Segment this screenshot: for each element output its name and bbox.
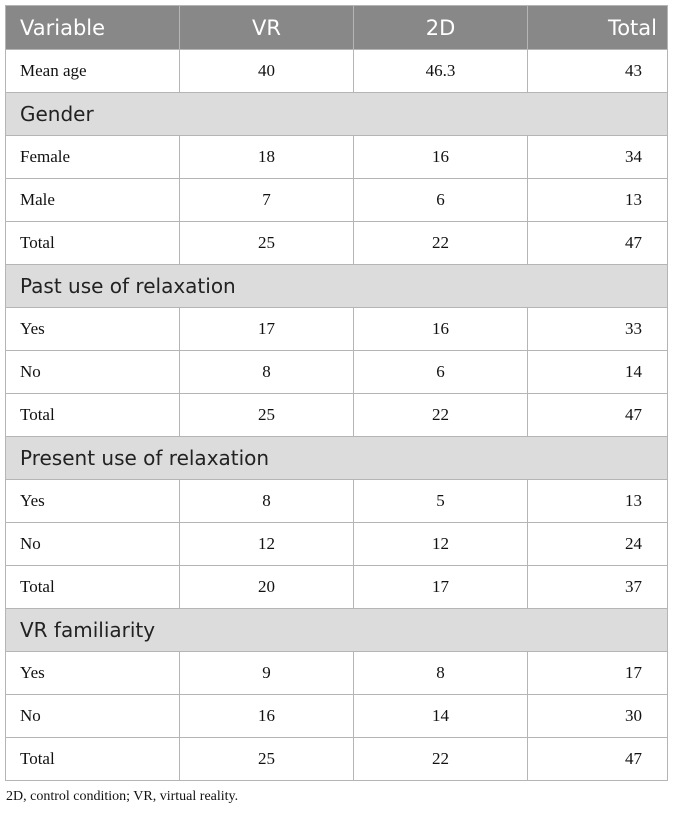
vr-value-cell: 9: [179, 651, 354, 695]
row-label-cell: Female: [5, 135, 180, 179]
vr-value-cell: 7: [179, 178, 354, 222]
table-row: No 16 14 30: [5, 694, 668, 738]
2d-value-cell: 16: [353, 135, 528, 179]
row-label-cell: Total: [5, 737, 180, 781]
table-row: Yes 8 5 13: [5, 479, 668, 523]
2d-value-cell: 12: [353, 522, 528, 566]
2d-value-cell: 22: [353, 393, 528, 437]
2d-value-cell: 16: [353, 307, 528, 351]
vr-value-cell: 17: [179, 307, 354, 351]
header-vr: VR: [179, 5, 354, 50]
section-header-row: Past use of relaxation: [5, 264, 668, 308]
row-label-cell: Total: [5, 565, 180, 609]
vr-value-cell: 16: [179, 694, 354, 738]
total-value-cell: 30: [527, 694, 668, 738]
row-label-cell: Male: [5, 178, 180, 222]
vr-value-cell: 8: [179, 350, 354, 394]
2d-value-cell: 46.3: [353, 49, 528, 93]
vr-value-cell: 18: [179, 135, 354, 179]
vr-value-cell: 40: [179, 49, 354, 93]
2d-value-cell: 8: [353, 651, 528, 695]
row-label-cell: Total: [5, 221, 180, 265]
header-total: Total: [527, 5, 668, 50]
table-row: Yes 9 8 17: [5, 651, 668, 695]
vr-value-cell: 20: [179, 565, 354, 609]
row-label-cell: Mean age: [5, 49, 180, 93]
2d-value-cell: 6: [353, 178, 528, 222]
table-row: Yes 17 16 33: [5, 307, 668, 351]
total-value-cell: 24: [527, 522, 668, 566]
2d-value-cell: 22: [353, 737, 528, 781]
table-footnote: 2D, control condition; VR, virtual reali…: [6, 789, 239, 804]
row-label-cell: Yes: [5, 651, 180, 695]
section-title: VR familiarity: [5, 608, 668, 652]
table-row: Total 25 22 47: [5, 221, 668, 265]
total-value-cell: 37: [527, 565, 668, 609]
total-value-cell: 47: [527, 737, 668, 781]
table-row: Male 7 6 13: [5, 178, 668, 222]
header-variable: Variable: [5, 5, 180, 50]
section-header-row: Present use of relaxation: [5, 436, 668, 480]
header-2d: 2D: [353, 5, 528, 50]
header-row: Variable VR 2D Total: [5, 5, 668, 50]
2d-value-cell: 6: [353, 350, 528, 394]
section-title: Past use of relaxation: [5, 264, 668, 308]
table-row: Female 18 16 34: [5, 135, 668, 179]
total-value-cell: 13: [527, 178, 668, 222]
table-header: Variable VR 2D Total: [5, 5, 668, 50]
row-label-cell: No: [5, 350, 180, 394]
table-row: Total 25 22 47: [5, 737, 668, 781]
total-value-cell: 47: [527, 221, 668, 265]
2d-value-cell: 14: [353, 694, 528, 738]
2d-value-cell: 22: [353, 221, 528, 265]
total-value-cell: 13: [527, 479, 668, 523]
table-row: Mean age 40 46.3 43: [5, 49, 668, 93]
vr-value-cell: 25: [179, 737, 354, 781]
section-title: Present use of relaxation: [5, 436, 668, 480]
row-label-cell: Yes: [5, 307, 180, 351]
vr-value-cell: 8: [179, 479, 354, 523]
table-row: No 12 12 24: [5, 522, 668, 566]
table-row: Total 25 22 47: [5, 393, 668, 437]
demographics-table-container: Variable VR 2D Total Mean age 40 46.3 43 Gen…: [5, 5, 668, 781]
total-value-cell: 34: [527, 135, 668, 179]
table-row: No 8 6 14: [5, 350, 668, 394]
row-label-cell: Total: [5, 393, 180, 437]
2d-value-cell: 5: [353, 479, 528, 523]
section-header-row: Gender: [5, 92, 668, 136]
total-value-cell: 47: [527, 393, 668, 437]
total-value-cell: 17: [527, 651, 668, 695]
2d-value-cell: 17: [353, 565, 528, 609]
vr-value-cell: 25: [179, 393, 354, 437]
total-value-cell: 43: [527, 49, 668, 93]
vr-value-cell: 12: [179, 522, 354, 566]
table-row: Total 20 17 37: [5, 565, 668, 609]
section-header-row: VR familiarity: [5, 608, 668, 652]
total-value-cell: 33: [527, 307, 668, 351]
demographics-table: Variable VR 2D Total Mean age 40 46.3 43 Gen…: [5, 5, 668, 781]
row-label-cell: No: [5, 694, 180, 738]
row-label-cell: Yes: [5, 479, 180, 523]
table-body: Mean age 40 46.3 43 Gender Female 18 16 34 Male 7 6…: [5, 49, 668, 781]
row-label-cell: No: [5, 522, 180, 566]
vr-value-cell: 25: [179, 221, 354, 265]
section-title: Gender: [5, 92, 668, 136]
total-value-cell: 14: [527, 350, 668, 394]
